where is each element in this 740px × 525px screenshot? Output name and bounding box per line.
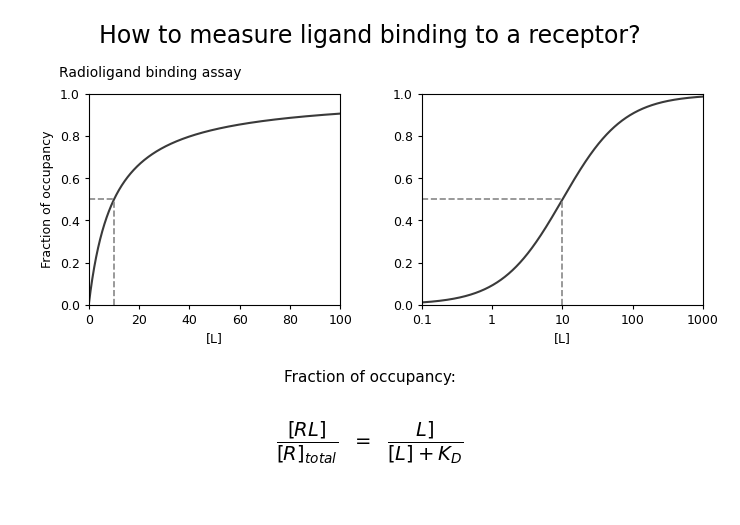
X-axis label: [L]: [L] (206, 332, 223, 345)
Text: Radioligand binding assay: Radioligand binding assay (59, 66, 242, 80)
Text: How to measure ligand binding to a receptor?: How to measure ligand binding to a recep… (99, 24, 641, 48)
Y-axis label: Fraction of occupancy: Fraction of occupancy (41, 131, 54, 268)
Text: $\dfrac{[RL]}{[R]_{total}}$  $=$  $\dfrac{L]}{[L]+K_D}$: $\dfrac{[RL]}{[R]_{total}}$ $=$ $\dfrac{… (277, 420, 463, 466)
X-axis label: [L]: [L] (554, 332, 571, 345)
Text: Fraction of occupancy:: Fraction of occupancy: (284, 370, 456, 385)
